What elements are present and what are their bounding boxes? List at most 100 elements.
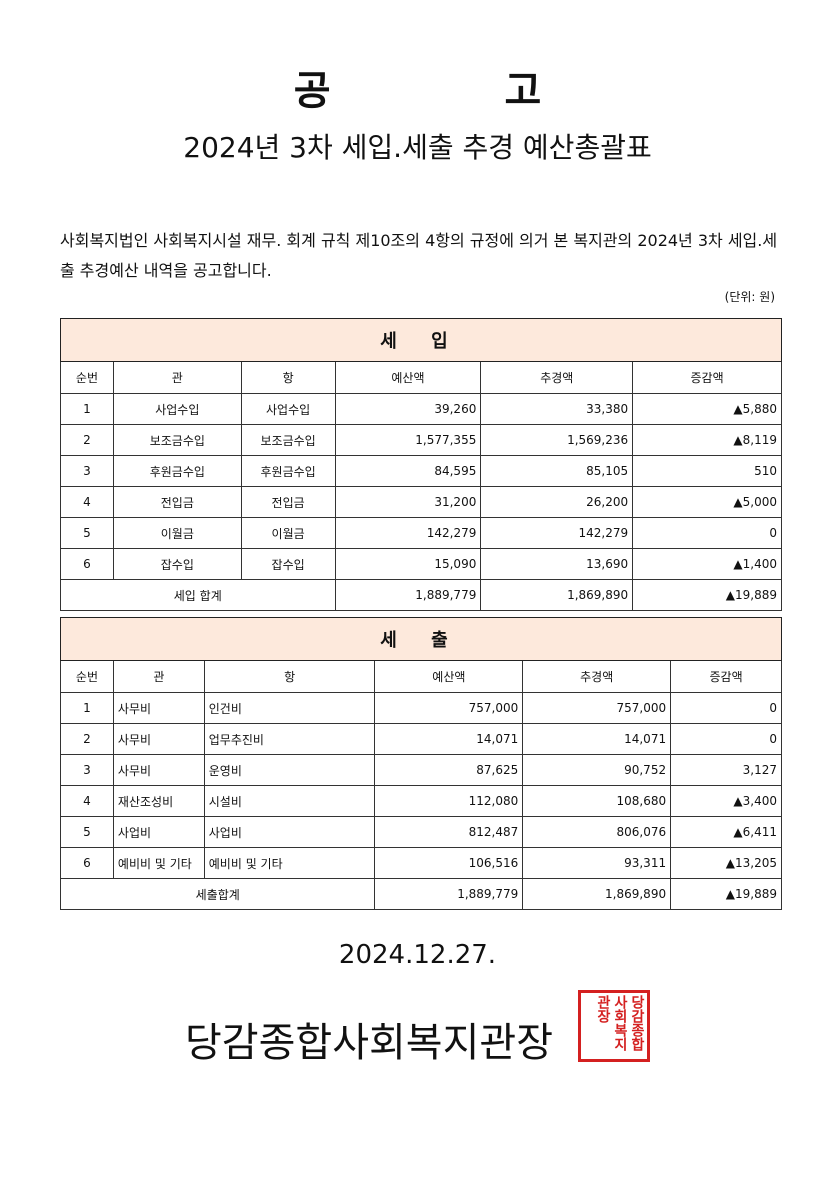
table-cell: 재산조성비 bbox=[112, 785, 205, 817]
table-cell: 4 bbox=[60, 785, 114, 817]
column-header: 순번 bbox=[60, 660, 114, 693]
column-header: 예산액 bbox=[374, 660, 524, 693]
notice-date: 2024.12.27. bbox=[338, 940, 497, 970]
table-cell: 사업비 bbox=[203, 816, 376, 848]
total-value: 1,869,890 bbox=[480, 579, 634, 611]
table-cell: 잡수입 bbox=[112, 548, 242, 580]
total-value: 1,889,779 bbox=[334, 579, 482, 611]
table-row: 3 후원금수입 후원금수입 84,595 85,105 510 bbox=[60, 455, 782, 487]
table-cell: 3 bbox=[60, 455, 114, 487]
table-row: 4 재산조성비 시설비 112,080 108,680 ▲3,400 bbox=[60, 785, 782, 817]
table-cell: 142,279 bbox=[480, 517, 634, 549]
table-cell: 106,516 bbox=[374, 847, 524, 879]
table-cell: 757,000 bbox=[374, 692, 524, 724]
table-cell: 5 bbox=[60, 517, 114, 549]
table-cell: 업무추진비 bbox=[203, 723, 376, 755]
column-header: 항 bbox=[240, 361, 336, 394]
table-cell: 26,200 bbox=[480, 486, 634, 518]
table-cell: 0 bbox=[670, 692, 782, 724]
table-cell: 812,487 bbox=[374, 816, 524, 848]
table-row: 3 사무비 운영비 87,625 90,752 3,127 bbox=[60, 754, 782, 786]
table-cell: ▲1,400 bbox=[632, 548, 782, 580]
expense-table: 세 출 순번 관 항 예산액 추경액 증감액 1 사무비 인건비 757,000 757,000 0… bbox=[59, 617, 782, 910]
table-cell: 후원금수입 bbox=[112, 455, 242, 487]
table-cell: 이월금 bbox=[240, 517, 336, 549]
table-cell: ▲13,205 bbox=[670, 847, 782, 879]
revenue-table: 세 입 순번 관 항 예산액 추경액 증감액 1 사업수입 사업수입 39,260 33,380 ▲… bbox=[60, 318, 782, 611]
table-cell: 142,279 bbox=[334, 517, 482, 549]
table-cell: 시설비 bbox=[203, 785, 376, 817]
total-row: 세입 합계 1,889,779 1,869,890 ▲19,889 bbox=[60, 579, 782, 611]
table-cell: 전입금 bbox=[240, 486, 336, 518]
table-cell: 5 bbox=[60, 816, 114, 848]
table-cell: 39,260 bbox=[334, 393, 482, 425]
table-cell: 이월금 bbox=[112, 517, 242, 549]
table-cell: 85,105 bbox=[480, 455, 634, 487]
table-cell: 93,311 bbox=[522, 847, 672, 879]
total-label: 세출합계 bbox=[59, 878, 376, 910]
table-cell: 90,752 bbox=[522, 754, 672, 786]
table-cell: ▲5,000 bbox=[632, 486, 782, 518]
table-cell: 1 bbox=[60, 692, 114, 724]
column-header: 증감액 bbox=[670, 660, 782, 693]
column-header: 관 bbox=[112, 361, 242, 394]
table-cell: 33,380 bbox=[480, 393, 634, 425]
table-cell: 87,625 bbox=[374, 754, 524, 786]
table-row: 5 사업비 사업비 812,487 806,076 ▲6,411 bbox=[60, 816, 782, 848]
table-cell: 6 bbox=[60, 548, 114, 580]
table-cell: 757,000 bbox=[522, 692, 672, 724]
table-row: 2 보조금수입 보조금수입 1,577,355 1,569,236 ▲8,119 bbox=[60, 424, 782, 456]
expense-heading: 세 출 bbox=[60, 617, 782, 661]
table-cell: ▲8,119 bbox=[632, 424, 782, 456]
table-cell: 예비비 및 기타 bbox=[203, 847, 376, 879]
table-cell: 0 bbox=[670, 723, 782, 755]
total-value: 1,869,890 bbox=[522, 878, 672, 910]
table-cell: 14,071 bbox=[374, 723, 524, 755]
table-cell: 13,690 bbox=[480, 548, 634, 580]
table-cell: 예비비 및 기타 bbox=[112, 847, 205, 879]
table-cell: 6 bbox=[60, 847, 114, 879]
table-cell: 510 bbox=[632, 455, 782, 487]
table-cell: 0 bbox=[632, 517, 782, 549]
table-cell: 보조금수입 bbox=[112, 424, 242, 456]
table-row: 4 전입금 전입금 31,200 26,200 ▲5,000 bbox=[60, 486, 782, 518]
page-title: 공 고 bbox=[293, 68, 622, 114]
column-header: 항 bbox=[203, 660, 376, 693]
column-header: 순번 bbox=[60, 361, 114, 394]
organization-name: 당감종합사회복지관장 bbox=[185, 1020, 553, 1066]
table-cell: 사업수입 bbox=[112, 393, 242, 425]
table-cell: 사무비 bbox=[112, 723, 205, 755]
table-cell: 84,595 bbox=[334, 455, 482, 487]
total-value: ▲19,889 bbox=[632, 579, 782, 611]
table-cell: 1,577,355 bbox=[334, 424, 482, 456]
table-cell: 잡수입 bbox=[240, 548, 336, 580]
table-cell: 1,569,236 bbox=[480, 424, 634, 456]
column-header: 증감액 bbox=[632, 361, 782, 394]
table-row: 1 사업수입 사업수입 39,260 33,380 ▲5,880 bbox=[60, 393, 782, 425]
table-cell: ▲5,880 bbox=[632, 393, 782, 425]
table-cell: 3 bbox=[60, 754, 114, 786]
table-cell: 108,680 bbox=[522, 785, 672, 817]
table-cell: 후원금수입 bbox=[240, 455, 336, 487]
total-row: 세출합계 1,889,779 1,869,890 ▲19,889 bbox=[59, 878, 782, 910]
column-header: 관 bbox=[112, 660, 205, 693]
table-row: 1 사무비 인건비 757,000 757,000 0 bbox=[60, 692, 782, 724]
table-row: 5 이월금 이월금 142,279 142,279 0 bbox=[60, 517, 782, 549]
table-cell: 3,127 bbox=[670, 754, 782, 786]
total-label: 세입 합계 bbox=[60, 579, 336, 611]
table-cell: 2 bbox=[60, 723, 114, 755]
table-cell: 4 bbox=[60, 486, 114, 518]
table-cell: 보조금수입 bbox=[240, 424, 336, 456]
table-row: 2 사무비 업무추진비 14,071 14,071 0 bbox=[60, 723, 782, 755]
table-cell: ▲6,411 bbox=[670, 816, 782, 848]
page-subtitle: 2024년 3차 세입.세출 추경 예산총괄표 bbox=[183, 131, 652, 164]
seal-text: 당감종합사회복지관장 bbox=[595, 995, 645, 1051]
table-cell: 사무비 bbox=[112, 692, 205, 724]
table-row: 6 잡수입 잡수입 15,090 13,690 ▲1,400 bbox=[60, 548, 782, 580]
table-cell: 사업수입 bbox=[240, 393, 336, 425]
table-cell: 14,071 bbox=[522, 723, 672, 755]
table-cell: 1 bbox=[60, 393, 114, 425]
column-header: 추경액 bbox=[522, 660, 672, 693]
table-cell: ▲3,400 bbox=[670, 785, 782, 817]
table-cell: 사업비 bbox=[112, 816, 205, 848]
